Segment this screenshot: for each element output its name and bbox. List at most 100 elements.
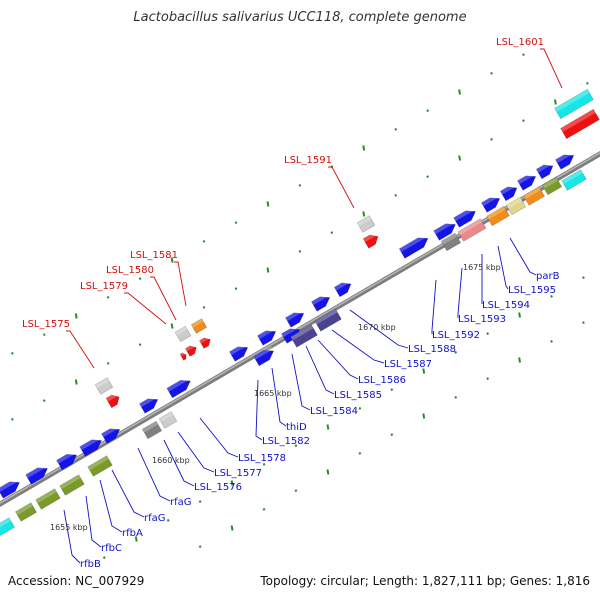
gene-block [87,455,113,477]
gene-label: LSL_1593 [458,314,506,325]
gene-label: LSL_1582 [262,436,310,447]
ruler-tick [426,175,429,179]
label-leader [431,279,437,334]
ruler-tick [550,294,553,298]
map-title: Lactobacillus salivarius UCC118, complet… [133,10,467,25]
label-leader [174,261,187,307]
gene-block [314,308,342,332]
ruler-tick [11,417,14,421]
gene-label: LSL_1586 [358,375,406,386]
ruler-tick [550,339,553,343]
ruler-tick [518,357,521,363]
label-leader [255,379,263,441]
label-leader [111,469,145,518]
ruler-tick [11,351,14,355]
ruler-tick [262,462,266,466]
rna-feature [190,318,208,334]
label-leader [66,330,95,369]
gene-block [486,205,510,227]
label-leader [85,495,102,548]
gene-arrow [101,424,121,444]
feature-labels: 1655 kbp 1660 kbp 1665 kbp 1670 kbp 1675 kbp… [22,37,560,570]
gene-block [440,232,462,252]
gene-block [523,186,545,206]
gene-label: thiD [286,422,307,433]
rna-label: LSL_1575 [22,319,70,330]
gene-label: LSL_1576 [194,482,242,493]
gene-arrow [257,326,277,346]
feature-tracks [0,88,600,537]
rna-feature [105,392,120,409]
rna-feature [199,335,211,349]
ruler-tick [582,321,585,325]
ruler-tick [582,276,585,280]
gene-label: rfbB [80,559,101,570]
gene-arrow [453,206,476,228]
gene-label: LSL_1585 [334,390,382,401]
label-leader [271,367,287,427]
gene-arrow [79,435,102,457]
gene-arrow [139,394,159,414]
ruler-tick [262,507,266,511]
rna-feature [94,377,114,395]
label-leader [497,245,509,290]
ruler-tick [134,536,138,542]
ruler-tick [586,81,589,85]
ruler-tick [138,343,142,347]
ruler-tick [198,545,202,549]
label-leader [349,309,409,349]
gene-label: LSL_1584 [310,406,358,417]
ruler-tick [198,500,202,504]
ruler-tick [230,480,234,486]
ruler-tick [266,201,270,207]
ruler-tick [362,145,366,151]
ruler-tick [102,556,106,560]
ruler-tick [458,89,461,95]
gene-block [35,488,61,510]
gene-block [457,218,487,242]
ruler-tick [42,333,46,337]
rna-label: LSL_1580 [106,265,154,276]
gene-label: rfaG [170,497,192,508]
ruler-tick [202,239,206,243]
ruler-tick [518,312,521,318]
label-leader [457,267,463,318]
ruler-tick [74,379,78,385]
gene-block [505,196,527,216]
gene-block [15,502,37,522]
gene-block [290,324,318,348]
label-leader [99,479,123,533]
ruler-tick [454,395,458,399]
ruler-tick [326,469,330,475]
rna-feature [362,231,379,249]
gene-label: LSL_1577 [214,468,262,479]
ruler-tick [294,489,298,493]
rna-feature [174,325,192,343]
label-leader [540,48,563,89]
ruler-tick [358,406,362,410]
ruler-tick [394,127,398,131]
label-leader [124,292,167,325]
ruler-tick [490,137,493,141]
ruler-tick [362,211,366,217]
scale-label: 1660 kbp [152,456,190,465]
label-leaders [63,48,563,564]
gene-label: LSL_1588 [408,344,456,355]
rna-label: LSL_1601 [496,37,544,48]
ruler-tick [170,323,174,329]
ruler-tick [426,109,429,113]
gene-label: rfaG [144,513,166,524]
gene-arrow [499,183,518,202]
gene-arrow [253,346,275,367]
gene-label: parB [536,271,560,282]
ruler-tick [486,377,489,381]
gene-arrow [535,161,554,180]
gene-arrow [166,376,191,399]
ruler-tick [554,99,557,105]
ruler-tick [454,350,458,354]
gene-arrow [311,292,331,312]
rna-label: LSL_1579 [80,281,128,292]
ruler-tick [266,267,270,273]
rna-feature [356,215,376,233]
gene-block [561,169,587,191]
